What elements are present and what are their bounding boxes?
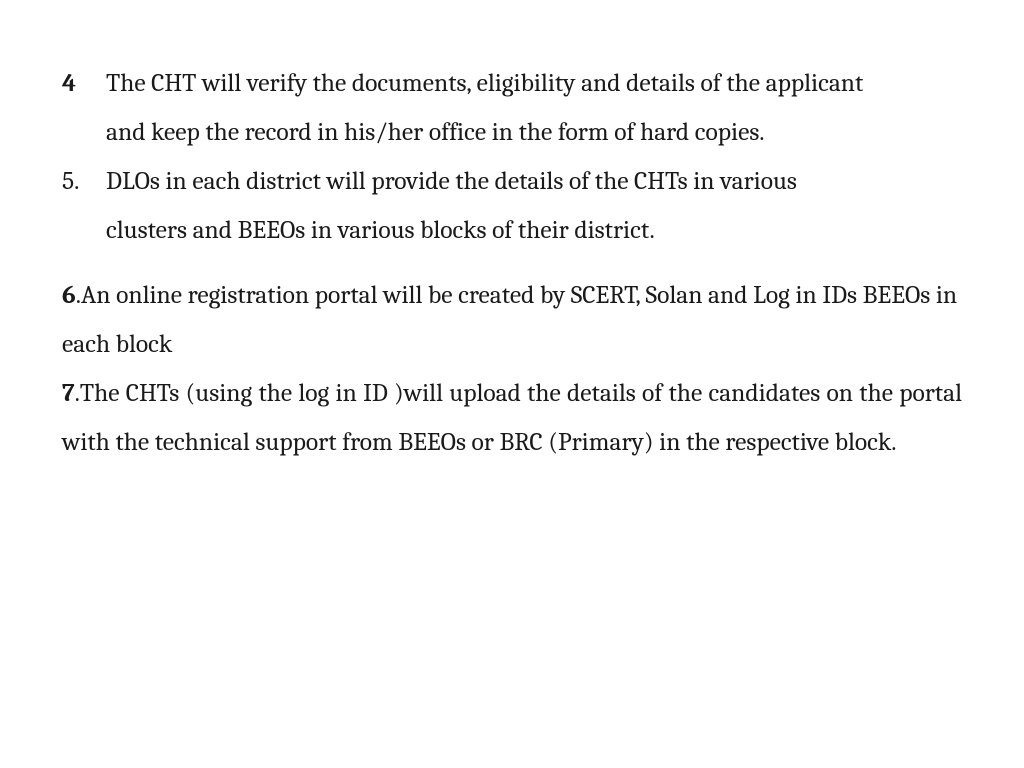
- item-text-line: clusters and BEEOs in various blocks of …: [106, 207, 962, 256]
- item-number: 7: [62, 379, 75, 408]
- item-body: The CHT will verify the documents, eligi…: [106, 60, 962, 158]
- item-number: 4: [62, 60, 106, 158]
- list-block-a: 4 The CHT will verify the documents, eli…: [62, 60, 962, 256]
- item-text: .An online registration portal will be c…: [62, 281, 957, 359]
- item-number: 6: [62, 281, 76, 310]
- item-text-line: DLOs in each district will provide the d…: [106, 158, 962, 207]
- list-item-5: 5. DLOs in each district will provide th…: [62, 158, 962, 256]
- list-item-7: 7.The CHTs (using the log in ID )will up…: [62, 370, 962, 468]
- item-number: 5.: [62, 158, 106, 256]
- item-text-line: and keep the record in his/her office in…: [106, 109, 962, 158]
- list-item-4: 4 The CHT will verify the documents, eli…: [62, 60, 962, 158]
- item-body: DLOs in each district will provide the d…: [106, 158, 962, 256]
- item-text: .The CHTs (using the log in ID )will upl…: [62, 379, 962, 457]
- document-page: 4 The CHT will verify the documents, eli…: [0, 0, 1024, 468]
- list-item-6: 6.An online registration portal will be …: [62, 272, 962, 370]
- item-text-line: The CHT will verify the documents, eligi…: [106, 60, 962, 109]
- list-block-b: 6.An online registration portal will be …: [62, 272, 962, 468]
